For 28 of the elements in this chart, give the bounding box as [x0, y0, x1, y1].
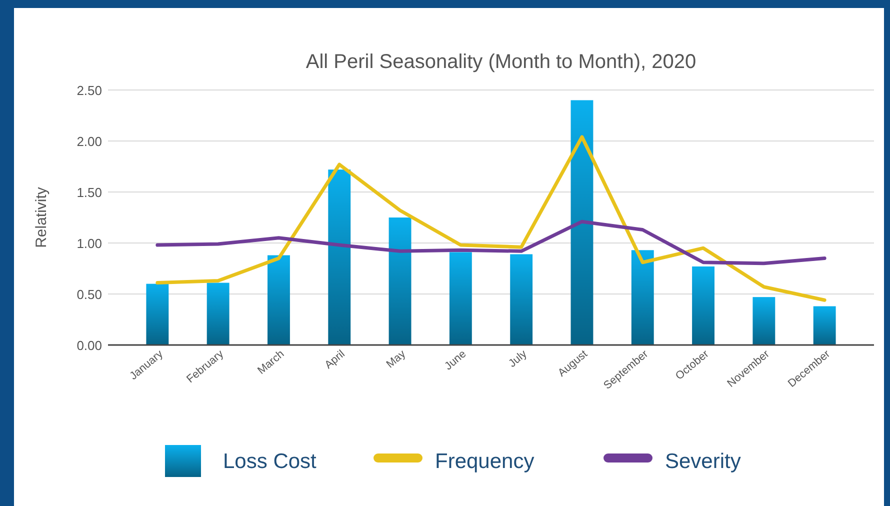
y-axis-title: Relativity [33, 186, 50, 248]
line-series [156, 220, 826, 266]
bar [328, 170, 351, 345]
legend-label: Loss Cost [223, 450, 317, 473]
legend-label: Severity [665, 450, 742, 473]
x-tick-label: July [506, 348, 530, 370]
bar [449, 252, 472, 345]
bar [206, 282, 230, 345]
x-tick-label: May [384, 348, 408, 371]
bar [388, 218, 412, 345]
y-tick-label: 1.50 [76, 185, 102, 200]
bar [813, 306, 836, 345]
bar [268, 255, 290, 345]
y-tick-label: 0.50 [76, 287, 102, 302]
bar [752, 297, 776, 345]
line-series [156, 135, 826, 302]
bar [692, 266, 714, 345]
y-tick-label: 0.00 [76, 338, 102, 353]
legend-label: Frequency [435, 450, 535, 473]
bar [146, 284, 169, 345]
bar [570, 100, 594, 345]
y-tick-label: 2.50 [76, 83, 102, 98]
chart-title: All Peril Seasonality (Month to Month), 2020 [306, 51, 696, 73]
y-tick-label: 2.00 [76, 134, 102, 149]
bar [510, 254, 533, 345]
bar [631, 250, 654, 345]
x-tick-label: June [442, 348, 469, 373]
y-tick-label: 1.00 [76, 236, 102, 251]
